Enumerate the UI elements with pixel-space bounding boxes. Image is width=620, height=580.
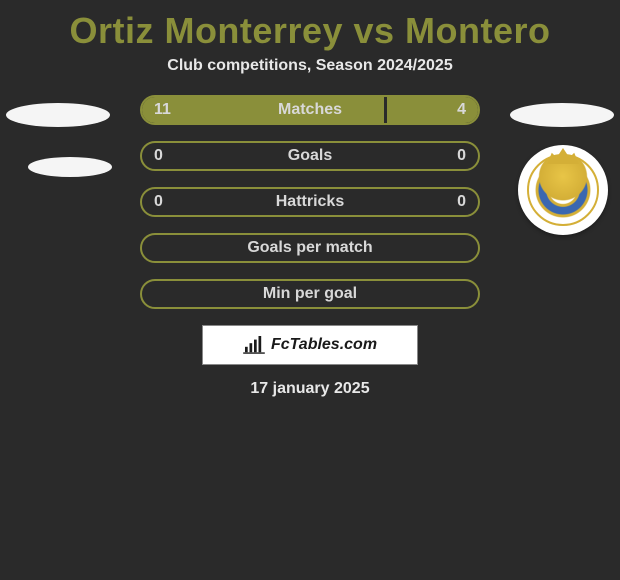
player-badge-left-1 (6, 103, 110, 127)
stat-label: Min per goal (142, 285, 478, 303)
stat-value-right: 0 (457, 147, 466, 165)
page-subtitle: Club competitions, Season 2024/2025 (0, 57, 620, 95)
bar-chart-icon (243, 336, 265, 354)
stat-label: Goals per match (142, 239, 478, 257)
crown-icon (547, 148, 579, 164)
player-badge-left-2 (28, 157, 112, 177)
crest-icon (527, 154, 599, 226)
stat-label: Hattricks (142, 193, 478, 211)
stat-value-right: 4 (457, 101, 466, 119)
comparison-card: Ortiz Monterrey vs Montero Club competit… (0, 0, 620, 398)
stat-value-right: 0 (457, 193, 466, 211)
page-title: Ortiz Monterrey vs Montero (0, 0, 620, 57)
stat-row-min-per-goal: Min per goal (140, 279, 480, 309)
club-crest-right (518, 145, 608, 235)
stat-label: Matches (142, 101, 478, 119)
brand-text: FcTables.com (271, 336, 377, 354)
stat-rows: 11 Matches 4 0 Goals 0 0 Hattricks 0 (140, 95, 480, 309)
stats-section: 11 Matches 4 0 Goals 0 0 Hattricks 0 (0, 95, 620, 398)
stat-label: Goals (142, 147, 478, 165)
brand-box[interactable]: FcTables.com (202, 325, 418, 365)
player-badge-right-1 (510, 103, 614, 127)
stat-row-hattricks: 0 Hattricks 0 (140, 187, 480, 217)
date-text: 17 january 2025 (10, 380, 610, 398)
stat-row-goals-per-match: Goals per match (140, 233, 480, 263)
stat-row-matches: 11 Matches 4 (140, 95, 480, 125)
stat-row-goals: 0 Goals 0 (140, 141, 480, 171)
